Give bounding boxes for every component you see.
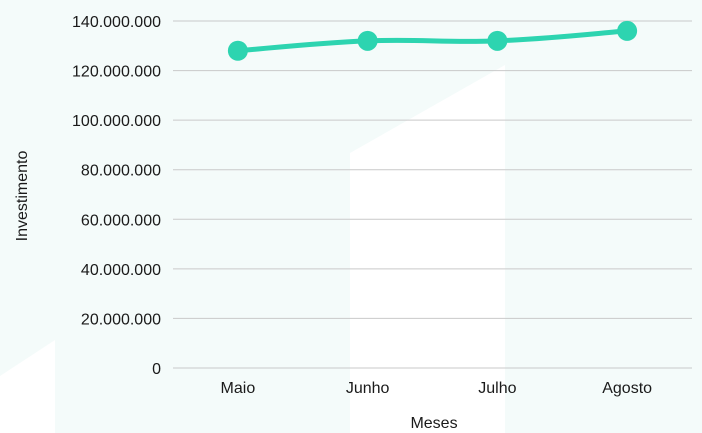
- y-tick-label: 100.000.000: [72, 113, 161, 130]
- background-shape-left: [0, 340, 55, 433]
- data-point-julho: [487, 30, 508, 51]
- data-point-junho: [357, 30, 378, 51]
- data-point-agosto: [617, 20, 638, 41]
- gridlines: [173, 20, 692, 369]
- x-axis-ticks: Maio Junho Julho Agosto: [221, 380, 653, 397]
- y-tick-label: 60.000.000: [81, 212, 161, 229]
- y-tick-label: 140.000.000: [72, 14, 161, 31]
- x-tick-label: Julho: [478, 380, 516, 397]
- series-layer: [227, 20, 638, 61]
- y-tick-label: 40.000.000: [81, 262, 161, 279]
- y-tick-label: 120.000.000: [72, 64, 161, 81]
- x-tick-label: Agosto: [602, 380, 652, 397]
- background-decoration: [0, 65, 505, 433]
- x-tick-label: Maio: [221, 380, 256, 397]
- y-axis-title: Investimento: [14, 151, 31, 242]
- background-shape-middle: [350, 65, 505, 433]
- data-point-maio: [227, 40, 248, 61]
- y-tick-label: 0: [152, 361, 161, 378]
- y-axis-ticks: 0 20.000.000 40.000.000 60.000.000 80.000.00…: [72, 14, 161, 378]
- y-tick-label: 80.000.000: [81, 163, 161, 180]
- x-axis-title: Meses: [410, 415, 457, 432]
- series-line: [235, 28, 630, 54]
- x-tick-label: Junho: [346, 380, 390, 397]
- y-tick-label: 20.000.000: [81, 311, 161, 328]
